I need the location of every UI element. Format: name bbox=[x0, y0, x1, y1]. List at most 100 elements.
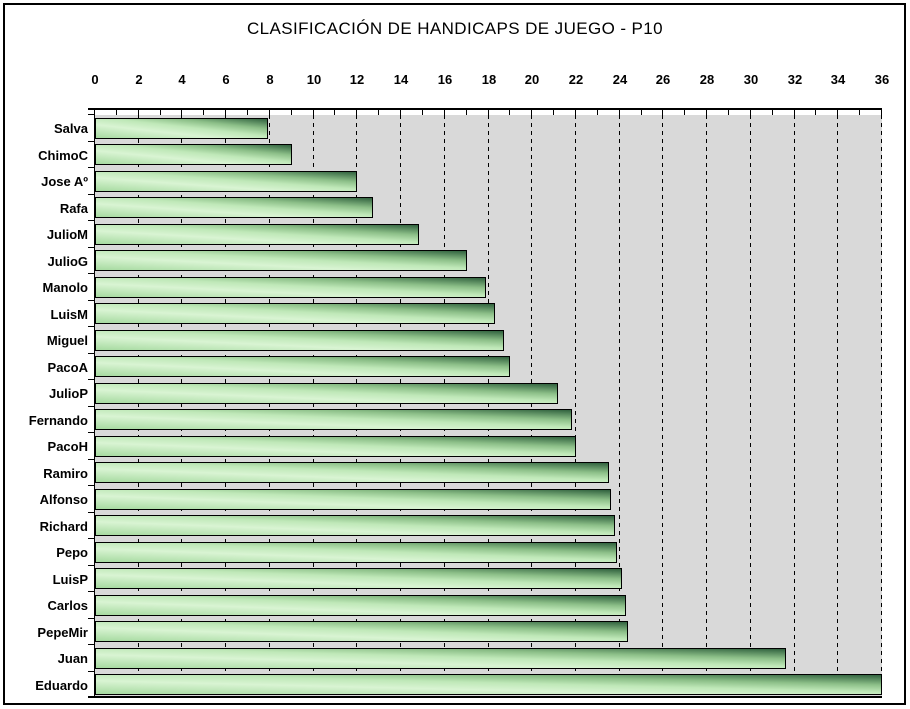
category-axis-tick bbox=[88, 353, 95, 354]
value-axis-tick bbox=[334, 108, 335, 115]
category-label: Miguel bbox=[46, 333, 88, 348]
category-axis-tick bbox=[88, 618, 95, 619]
chart-title: CLASIFICACIÓN DE HANDICAPS DE JUEGO - P1… bbox=[247, 19, 663, 38]
category-axis-tick bbox=[88, 459, 95, 460]
category-label: Carlos bbox=[47, 598, 88, 613]
major-gridline bbox=[444, 115, 445, 698]
category-label: PepeMir bbox=[37, 625, 88, 640]
major-gridline bbox=[400, 115, 401, 698]
value-axis-tick bbox=[488, 108, 489, 115]
category-axis-tick bbox=[88, 379, 95, 380]
value-axis-label: 32 bbox=[787, 72, 803, 87]
major-gridline bbox=[575, 115, 576, 698]
bar-fernando bbox=[95, 409, 572, 430]
value-axis-label: 0 bbox=[91, 72, 99, 87]
category-label: Manolo bbox=[42, 280, 89, 295]
value-axis-tick bbox=[466, 108, 467, 115]
category-axis-tick bbox=[88, 591, 95, 592]
category-label: LuisM bbox=[50, 307, 88, 322]
value-axis-label: 28 bbox=[699, 72, 715, 87]
major-gridline bbox=[662, 115, 663, 698]
major-gridline bbox=[881, 115, 882, 698]
bar-pepo bbox=[95, 542, 617, 563]
category-axis-tick bbox=[88, 565, 95, 566]
value-axis-tick bbox=[378, 108, 379, 115]
category-axis-line bbox=[94, 110, 95, 698]
category-label: JulioG bbox=[47, 254, 88, 269]
value-axis-tick bbox=[181, 108, 182, 115]
value-axis-tick bbox=[509, 108, 510, 115]
value-axis-tick bbox=[772, 108, 773, 115]
category-axis-tick bbox=[88, 432, 95, 433]
bar-josea bbox=[95, 171, 357, 192]
category-label: Juan bbox=[57, 651, 88, 666]
value-axis-label: 14 bbox=[393, 72, 409, 87]
bar-juliom bbox=[95, 224, 419, 245]
category-axis-tick bbox=[88, 141, 95, 142]
major-gridline bbox=[794, 115, 795, 698]
category-axis-tick bbox=[88, 538, 95, 539]
value-axis-tick bbox=[422, 108, 423, 115]
category-label: LuisP bbox=[52, 572, 88, 587]
category-axis-tick bbox=[88, 326, 95, 327]
value-axis-tick bbox=[662, 108, 663, 115]
value-axis-label: 6 bbox=[222, 72, 230, 87]
major-gridline bbox=[837, 115, 838, 698]
value-axis-tick bbox=[684, 108, 685, 115]
category-axis-tick bbox=[88, 114, 95, 115]
value-axis-tick bbox=[269, 108, 270, 115]
value-axis-tick bbox=[225, 108, 226, 115]
plot-bottom-line bbox=[88, 696, 882, 698]
bar-luisp bbox=[95, 568, 622, 589]
category-label: Fernando bbox=[28, 413, 88, 428]
bar-alfonso bbox=[95, 489, 611, 510]
value-axis-label: 2 bbox=[135, 72, 143, 87]
value-axis-label: 22 bbox=[568, 72, 584, 87]
value-axis-tick bbox=[400, 108, 401, 115]
bar-eduardo bbox=[95, 674, 882, 695]
bar-richard bbox=[95, 515, 615, 536]
category-label: Ramiro bbox=[43, 466, 88, 481]
category-axis-tick bbox=[88, 512, 95, 513]
major-gridline bbox=[531, 115, 532, 698]
category-axis-tick bbox=[88, 644, 95, 645]
value-axis-tick bbox=[247, 108, 248, 115]
category-label: ChimoC bbox=[38, 148, 88, 163]
value-axis-label: 18 bbox=[481, 72, 497, 87]
value-axis-label: 20 bbox=[524, 72, 540, 87]
category-axis-tick bbox=[88, 247, 95, 248]
value-axis-label: 12 bbox=[349, 72, 365, 87]
category-label: PacoA bbox=[47, 360, 88, 375]
category-label: PacoH bbox=[47, 439, 88, 454]
value-axis-tick bbox=[531, 108, 532, 115]
value-axis-label: 16 bbox=[437, 72, 453, 87]
category-label: Eduardo bbox=[35, 678, 88, 693]
bar-juan bbox=[95, 648, 786, 669]
category-axis-tick bbox=[88, 406, 95, 407]
value-axis-tick bbox=[356, 108, 357, 115]
value-axis-tick bbox=[728, 108, 729, 115]
value-axis-tick bbox=[794, 108, 795, 115]
value-axis-label: 30 bbox=[743, 72, 759, 87]
bar-pacoa bbox=[95, 356, 510, 377]
major-gridline bbox=[138, 115, 139, 698]
bar-miguel bbox=[95, 330, 504, 351]
category-label: Rafa bbox=[59, 201, 88, 216]
category-label: Alfonso bbox=[39, 492, 88, 507]
bar-pepemir bbox=[95, 621, 628, 642]
bar-juliog bbox=[95, 250, 467, 271]
bar-chimoc bbox=[95, 144, 292, 165]
category-axis-tick bbox=[88, 697, 95, 698]
bar-manolo bbox=[95, 277, 486, 298]
value-axis-label: 34 bbox=[830, 72, 846, 87]
bar-ramiro bbox=[95, 462, 609, 483]
value-axis-label: 24 bbox=[612, 72, 628, 87]
major-gridline bbox=[313, 115, 314, 698]
value-axis-tick bbox=[291, 108, 292, 115]
value-axis-label: 26 bbox=[655, 72, 671, 87]
value-axis-tick bbox=[750, 108, 751, 115]
value-axis-tick bbox=[116, 108, 117, 115]
category-label: JulioM bbox=[46, 227, 88, 242]
value-axis-tick bbox=[641, 108, 642, 115]
